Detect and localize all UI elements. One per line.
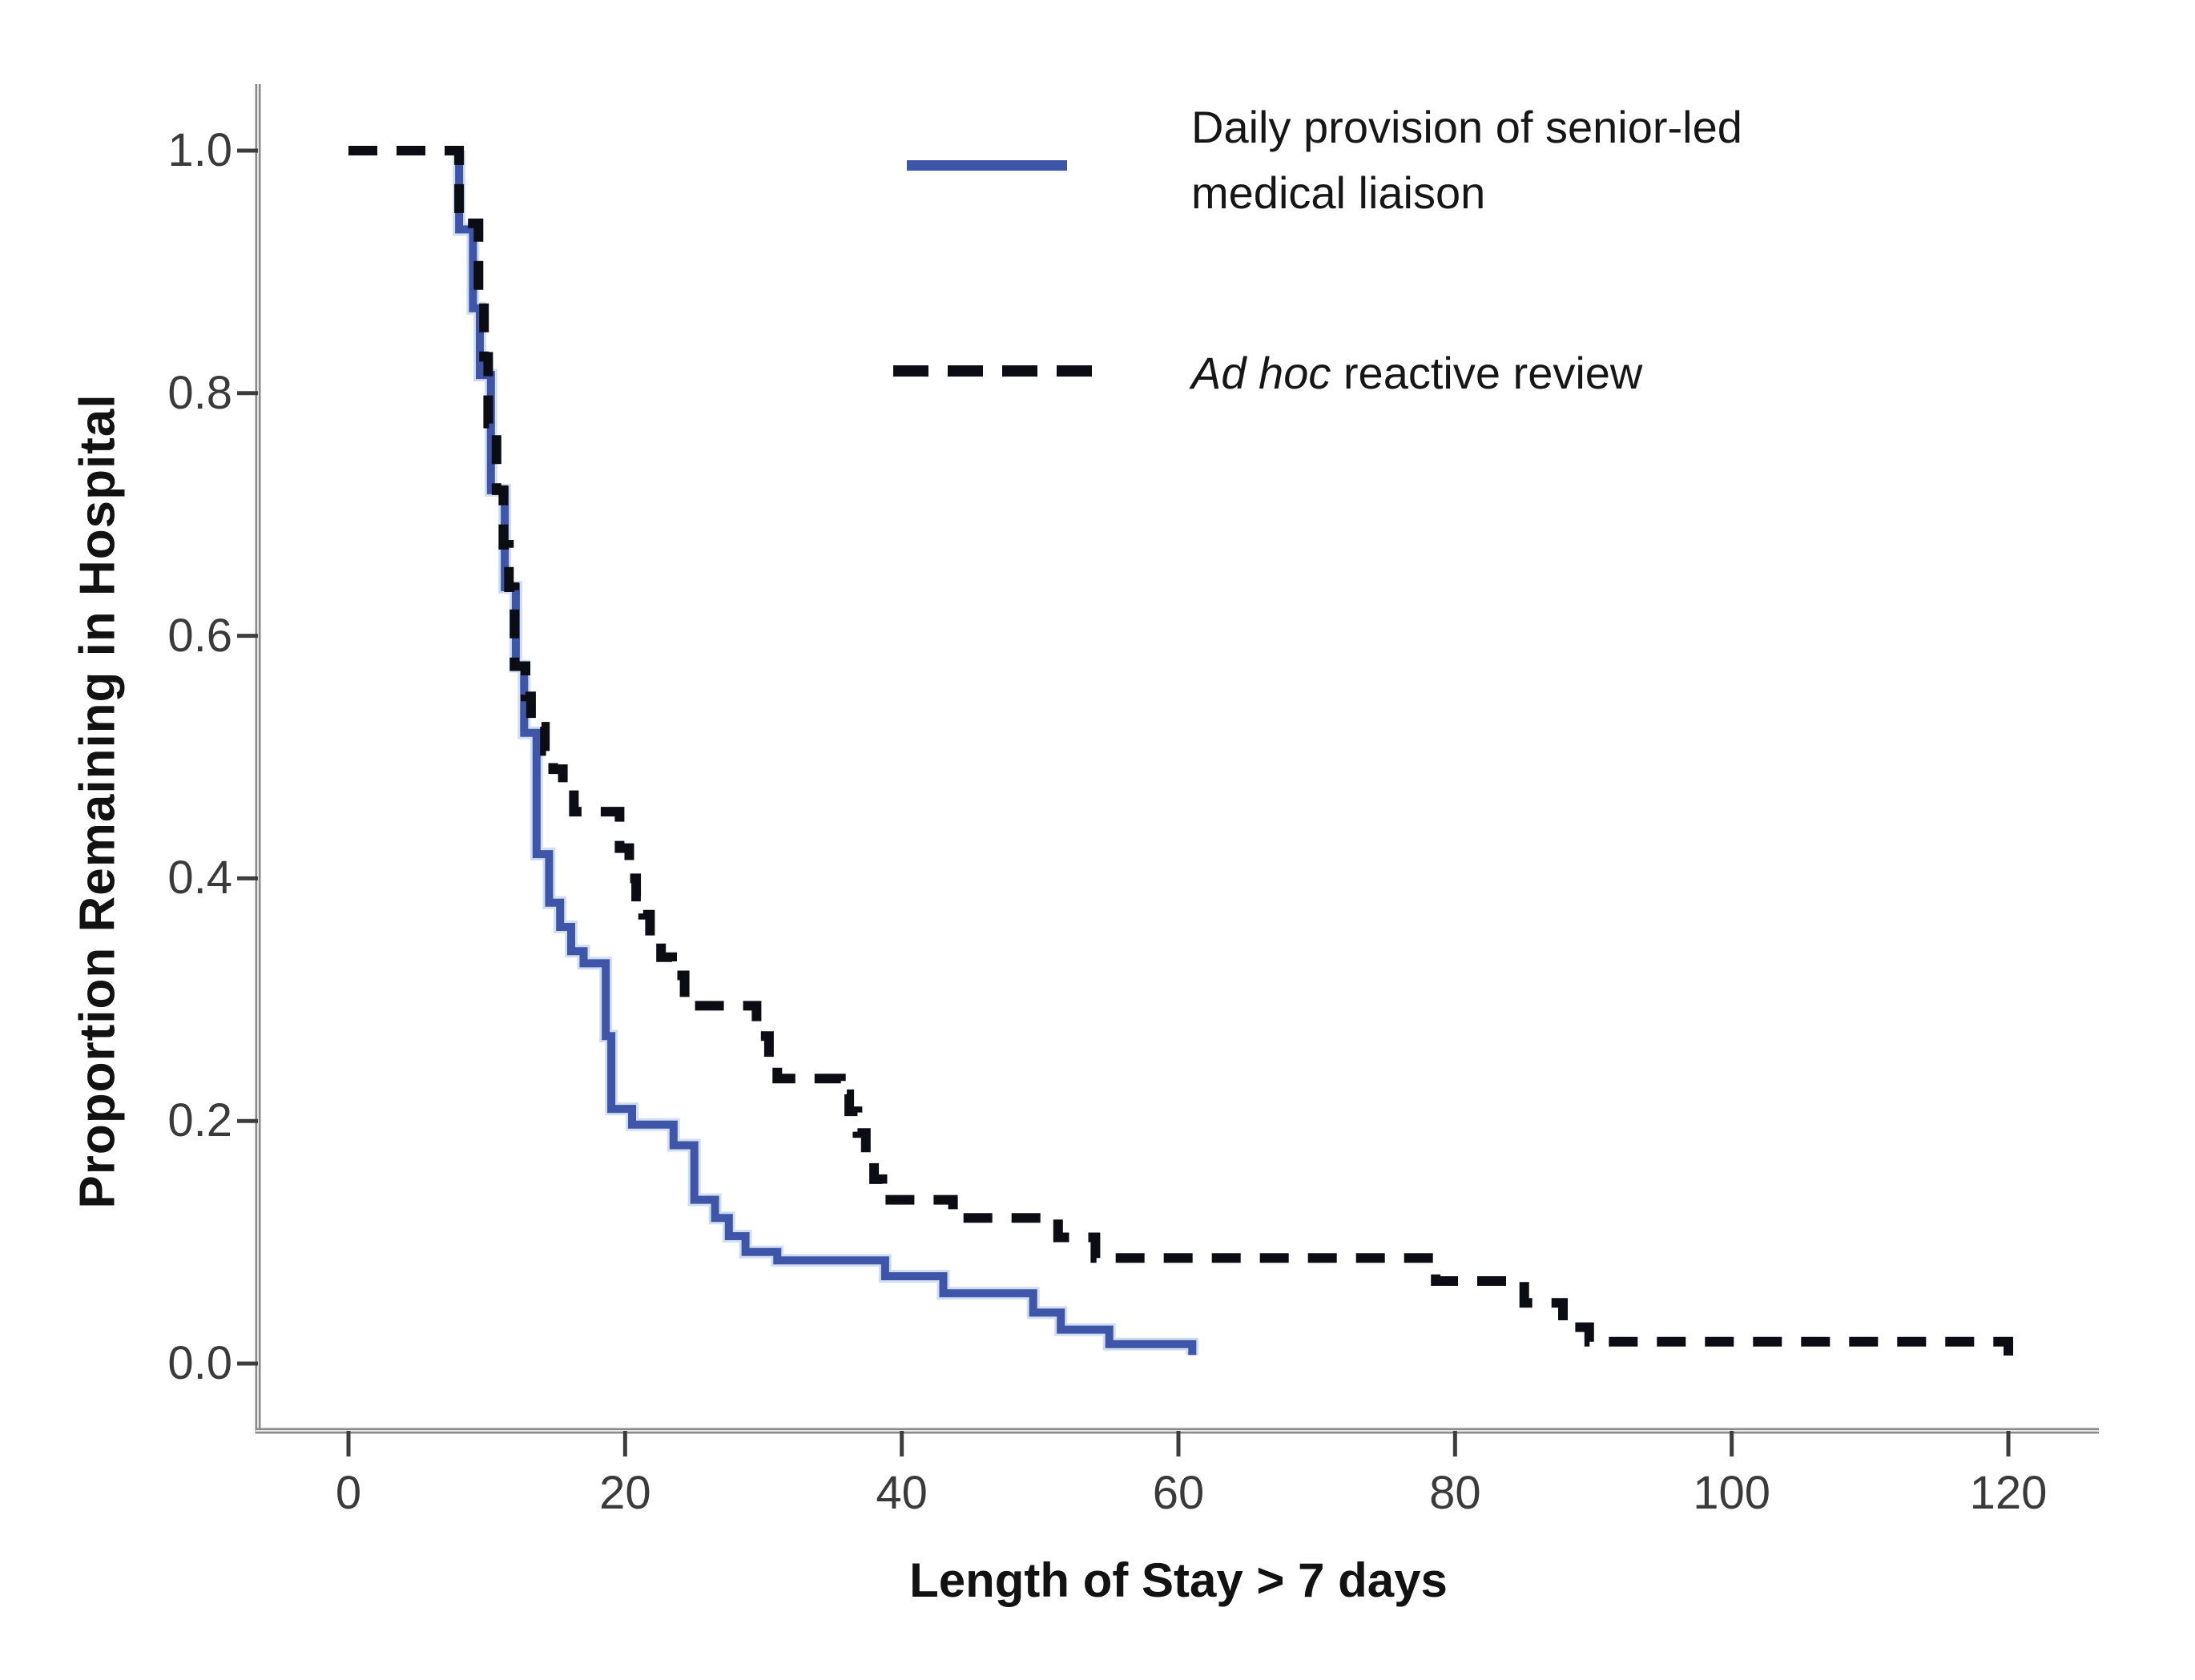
y-tick-label: 1.0 (167, 124, 232, 176)
x-tick-label: 100 (1693, 1467, 1771, 1519)
tick-marks (237, 148, 2011, 1456)
legend-label-adhoc-italic: Ad hoc (1191, 348, 1331, 398)
legend-solid-line-swatch (907, 160, 1067, 171)
x-tick-label: 120 (1969, 1467, 2048, 1519)
legend-label-daily-line2: medical liaison (1191, 167, 1486, 218)
y-tick-label: 0.4 (167, 852, 232, 904)
series-lines (348, 146, 2013, 1356)
x-tick-label: 40 (876, 1467, 928, 1519)
legend-label-daily-line1: Daily provision of senior-led (1191, 102, 1742, 152)
daily-series-line (455, 151, 1197, 1356)
x-axis-title: Length of Stay > 7 days (909, 1553, 1448, 1607)
y-axis-title: Proportion Remaining in Hospital (70, 393, 126, 1209)
x-tick-label: 20 (599, 1467, 651, 1519)
legend-label-adhoc-rest: reactive review (1331, 348, 1643, 398)
y-tick-label: 0.6 (167, 609, 232, 662)
daily-series-halo (453, 151, 1199, 1356)
x-tick-label: 60 (1152, 1467, 1205, 1519)
y-tick-label: 0.2 (167, 1094, 232, 1147)
y-tick-label: 0.0 (167, 1337, 232, 1389)
legend-label-adhoc: Ad hoc reactive review (1191, 340, 1642, 406)
y-tick-label: 0.8 (167, 366, 232, 419)
x-tick-label: 80 (1429, 1467, 1481, 1519)
adhoc-series-line (348, 146, 2013, 1356)
x-tick-label: 0 (335, 1467, 362, 1519)
legend-dashed-line-swatch (893, 365, 1092, 377)
